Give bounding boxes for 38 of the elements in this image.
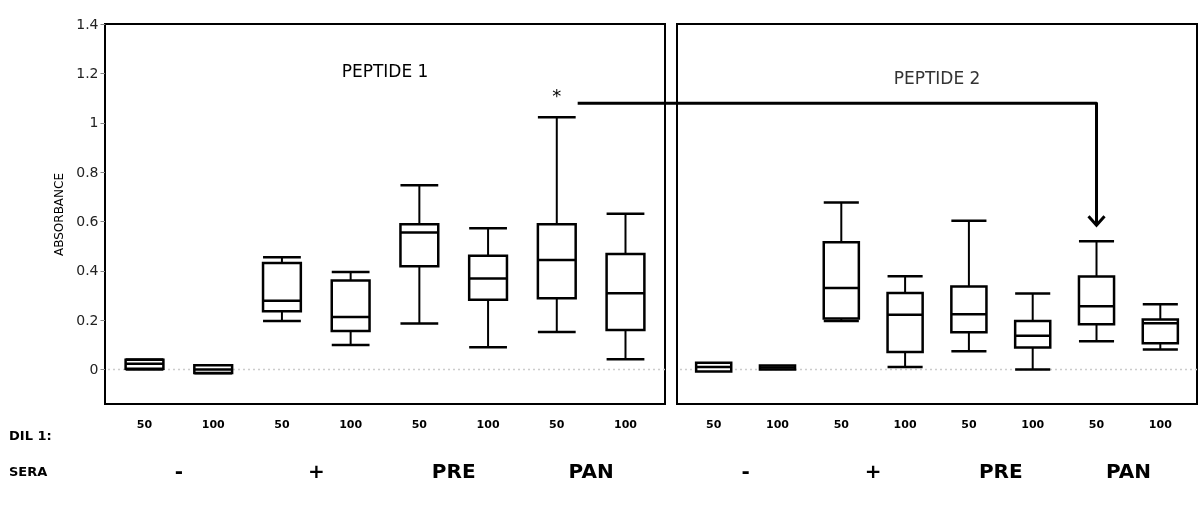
- x-tick-label: 100: [1148, 417, 1173, 431]
- text: PEPTIDE 2: [893, 68, 981, 88]
- text: -: [174, 459, 184, 483]
- y-tick-label: 0.4: [76, 262, 99, 279]
- x-tick-label: 100: [201, 417, 226, 431]
- text: DIL 1:: [9, 428, 52, 443]
- x-tick-label: 50: [549, 417, 565, 431]
- text: PAN: [1105, 459, 1151, 483]
- x-tick-label: 100: [766, 417, 790, 431]
- y-tick-label: 0.6: [76, 212, 99, 229]
- x-tick-label: 50: [136, 417, 153, 431]
- x-tick-label: 100: [476, 417, 500, 431]
- text: -: [741, 459, 750, 483]
- text: +: [864, 459, 882, 483]
- y-axis-title: ABSORBANCE: [52, 172, 67, 257]
- y-tick-label: 0.2: [76, 311, 99, 328]
- text: PRE: [431, 459, 476, 483]
- x-tick-label: 100: [339, 417, 363, 431]
- text: SERA: [9, 464, 48, 479]
- text: PRE: [978, 459, 1023, 483]
- x-tick-label: 50: [706, 417, 722, 431]
- y-tick-label: 0.8: [76, 163, 99, 180]
- x-tick-label: 50: [274, 417, 290, 431]
- x-tick-label: 50: [961, 417, 977, 431]
- annotation: *: [552, 85, 562, 107]
- text: PAN: [568, 459, 614, 483]
- x-tick-label: 100: [1021, 417, 1045, 431]
- x-tick-label: 50: [833, 417, 850, 431]
- x-tick-label: 100: [614, 417, 638, 431]
- x-tick-label: 50: [1088, 417, 1105, 431]
- y-tick-label: 1.2: [76, 64, 99, 81]
- x-tick-label: 50: [411, 417, 428, 431]
- y-tick-label: 1: [89, 114, 99, 131]
- text: PEPTIDE 1: [341, 61, 429, 81]
- y-tick-label: 0: [89, 360, 99, 377]
- text: +: [307, 459, 325, 483]
- y-tick-label: 1.4: [76, 15, 99, 32]
- x-tick-label: 100: [893, 417, 917, 431]
